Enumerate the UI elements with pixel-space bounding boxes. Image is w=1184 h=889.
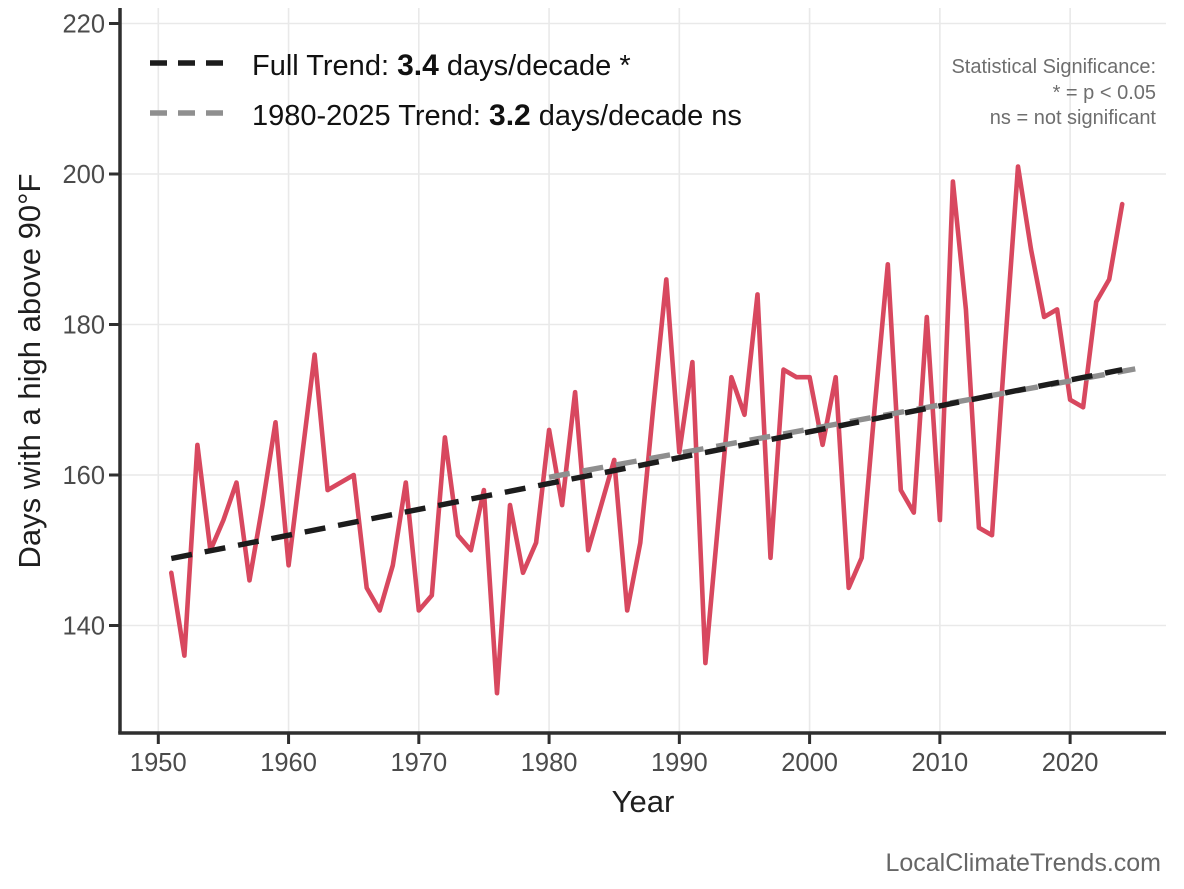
x-tick-label: 1980 xyxy=(521,749,578,777)
y-tick-label: 180 xyxy=(62,312,105,340)
x-axis-title: Year xyxy=(612,784,675,819)
x-tick-label: 2010 xyxy=(911,749,968,777)
significance-line-3: ns = not significant xyxy=(990,107,1157,129)
x-tick-label: 1970 xyxy=(390,749,447,777)
full-trend-line xyxy=(170,367,1123,562)
x-tick-label: 1960 xyxy=(260,749,317,777)
series-layer xyxy=(169,164,1125,696)
y-tick-label: 200 xyxy=(62,161,105,189)
significance-line-2: * = p < 0.05 xyxy=(1053,82,1156,104)
significance-note: Statistical Significance: * = p < 0.05 n… xyxy=(951,56,1156,129)
y-tick-label: 220 xyxy=(62,11,105,39)
x-tick-label: 1950 xyxy=(130,749,187,777)
x-tick-label: 2000 xyxy=(781,749,838,777)
x-tick-label: 2020 xyxy=(1042,749,1099,777)
watermark: LocalClimateTrends.com xyxy=(885,849,1161,877)
axis-layer: 140 160 180 200 220 1950 1960 1970 1980 1990 2000 2… xyxy=(62,8,1166,777)
y-tick-label: 140 xyxy=(62,613,105,641)
x-tick-label: 1990 xyxy=(651,749,708,777)
significance-line-1: Statistical Significance: xyxy=(951,56,1156,78)
legend-row-recent-trend: 1980-2025 Trend: 3.2 days/decade ns xyxy=(150,99,742,132)
recent-trend-line xyxy=(548,366,1136,480)
recent-trend-legend-label: 1980-2025 Trend: 3.2 days/decade ns xyxy=(252,99,742,132)
trend-layer xyxy=(170,366,1136,562)
y-tick-label: 160 xyxy=(62,462,105,490)
legend: Full Trend: 3.4 days/decade * 1980-2025 … xyxy=(150,49,742,132)
grid-layer xyxy=(120,8,1166,733)
y-axis-title: Days with a high above 90°F xyxy=(12,174,47,569)
days-above-90f-series-line xyxy=(169,164,1125,696)
legend-row-full-trend: Full Trend: 3.4 days/decade * xyxy=(150,49,631,82)
full-trend-legend-label: Full Trend: 3.4 days/decade * xyxy=(252,49,631,82)
